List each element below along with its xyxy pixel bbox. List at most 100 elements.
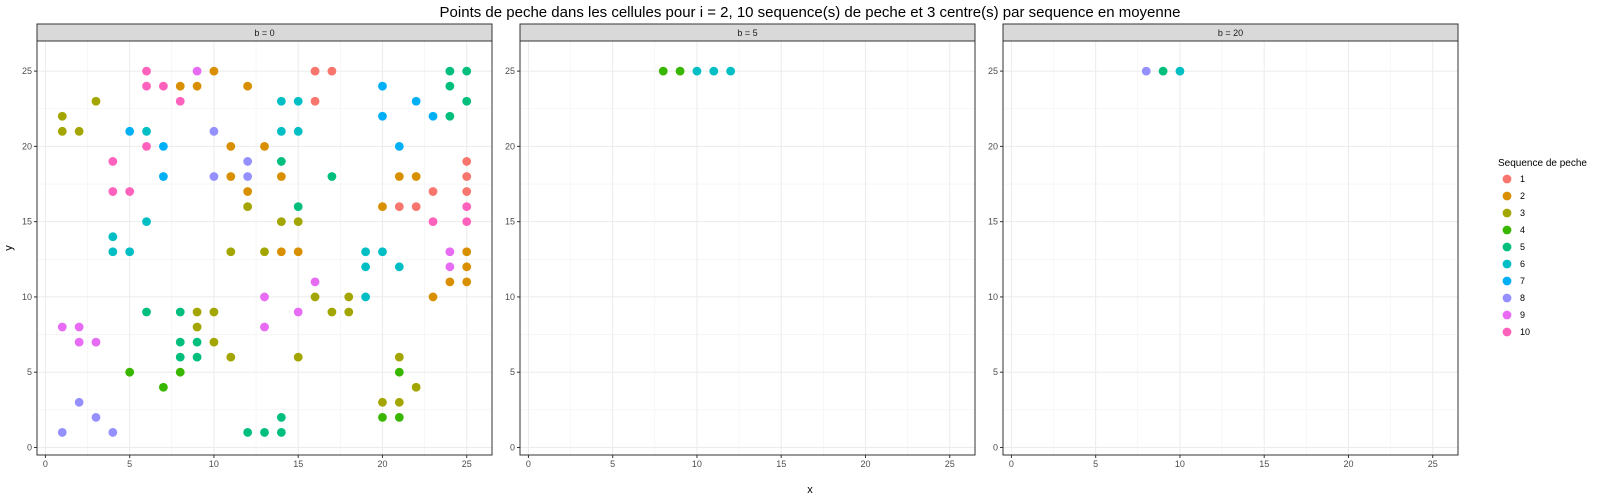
data-point-seq-9: [192, 66, 202, 76]
data-point-seq-5: [142, 307, 151, 317]
data-point-seq-8: [243, 157, 253, 166]
data-point-seq-2: [462, 247, 472, 257]
x-tick-label: 0: [43, 459, 48, 469]
y-tick-label: 15: [988, 217, 998, 227]
data-point-seq-2: [243, 81, 253, 91]
data-point-seq-6: [276, 96, 286, 106]
data-point-seq-8: [209, 172, 219, 181]
data-point-seq-4: [394, 367, 404, 377]
axes: 0 5 10 15 20 25 0 5 10 15 20 25: [988, 66, 1438, 469]
x-tick-label: 25: [945, 459, 955, 469]
data-point-seq-7: [428, 111, 438, 121]
legend-label: 6: [1520, 259, 1525, 269]
y-tick-label: 25: [22, 66, 32, 76]
data-point-seq-8: [243, 172, 253, 181]
data-point-seq-5: [175, 307, 185, 317]
legend-entry-2: 2: [1502, 191, 1525, 201]
facet-panels: b = 0 0 5 10 15 20 25 0 5 10 15 20 25 b = 5 0 5 10 15 20 25…: [22, 23, 1459, 469]
data-point-seq-3: [192, 307, 202, 317]
legend-entry-3: 3: [1502, 208, 1525, 218]
data-point-seq-9: [445, 247, 455, 257]
y-axis-title: y: [3, 245, 15, 251]
facet-panel-1: b = 0 0 5 10 15 20 25 0 5 10 15 20 25: [22, 23, 493, 469]
gridlines: [1003, 41, 1458, 455]
legend-entry-10: 10: [1502, 327, 1530, 337]
y-tick-label: 5: [27, 367, 32, 377]
data-point-seq-10: [142, 66, 151, 76]
data-point-seq-2: [226, 172, 236, 181]
x-tick-label: 5: [1093, 459, 1098, 469]
data-point-seq-3: [209, 337, 219, 347]
panel-border: [36, 40, 493, 456]
data-point-seq-4: [158, 382, 168, 392]
data-point-seq-3: [394, 352, 404, 362]
data-point-seq-9: [57, 322, 67, 332]
data-point-seq-5: [327, 172, 337, 181]
data-point-seq-2: [411, 172, 421, 181]
data-points: [1141, 66, 1185, 76]
data-point-seq-3: [260, 247, 269, 257]
data-point-seq-7: [411, 96, 421, 106]
data-point-seq-6: [108, 247, 118, 257]
data-point-seq-5: [445, 81, 455, 91]
y-tick-label: 5: [510, 367, 515, 377]
data-point-seq-6: [293, 96, 303, 106]
data-point-seq-1: [462, 172, 472, 181]
data-point-seq-6: [142, 126, 151, 136]
x-tick-label: 10: [209, 459, 219, 469]
data-point-seq-6: [709, 66, 719, 76]
data-point-seq-10: [142, 81, 151, 91]
data-point-seq-6: [276, 126, 286, 136]
legend-label: 2: [1520, 191, 1525, 201]
legend-entry-5: 5: [1502, 242, 1525, 252]
legend-entry-4: 4: [1502, 225, 1525, 235]
data-point-seq-3: [57, 126, 67, 136]
data-point-seq-10: [108, 157, 118, 166]
legend-entry-1: 1: [1502, 174, 1525, 184]
data-point-seq-10: [428, 217, 438, 227]
y-tick-label: 10: [988, 292, 998, 302]
data-point-seq-10: [125, 187, 135, 196]
data-point-seq-2: [226, 141, 236, 151]
legend-key: [1502, 259, 1512, 269]
data-point-seq-3: [293, 352, 303, 362]
facet-panel-3: b = 20 0 5 10 15 20 25 0 5 10 15 20 25: [988, 23, 1459, 469]
data-points: [57, 66, 472, 437]
chart-title: Points de peche dans les cellules pour i…: [440, 4, 1181, 21]
data-point-seq-6: [293, 126, 303, 136]
data-point-seq-5: [462, 96, 472, 106]
data-point-seq-7: [125, 126, 135, 136]
y-tick-label: 25: [988, 66, 998, 76]
axes: 0 5 10 15 20 25 0 5 10 15 20 25: [505, 66, 955, 469]
x-tick-label: 15: [293, 459, 303, 469]
legend-label: 3: [1520, 208, 1525, 218]
data-point-seq-9: [91, 337, 101, 347]
data-point-seq-6: [361, 247, 371, 257]
legend-title: Sequence de peche: [1498, 158, 1587, 169]
y-tick-label: 25: [505, 66, 515, 76]
data-point-seq-1: [327, 66, 337, 76]
data-point-seq-5: [276, 428, 286, 437]
data-point-seq-3: [293, 217, 303, 227]
data-point-seq-6: [726, 66, 736, 76]
data-point-seq-2: [394, 172, 404, 181]
data-point-seq-3: [243, 202, 253, 212]
data-point-seq-3: [344, 292, 354, 302]
data-point-seq-4: [658, 66, 668, 76]
y-tick-label: 0: [993, 442, 998, 452]
data-point-seq-10: [158, 81, 168, 91]
panel-background: [520, 41, 975, 455]
data-point-seq-5: [462, 66, 472, 76]
legend-label: 8: [1520, 293, 1525, 303]
data-point-seq-2: [462, 262, 472, 272]
data-point-seq-8: [1141, 66, 1151, 76]
data-point-seq-4: [394, 412, 404, 422]
y-tick-label: 10: [22, 292, 32, 302]
data-point-seq-3: [91, 96, 101, 106]
data-point-seq-5: [1158, 66, 1168, 76]
data-point-seq-1: [310, 96, 320, 106]
data-point-seq-9: [260, 292, 269, 302]
data-point-seq-3: [327, 307, 337, 317]
data-point-seq-6: [378, 247, 387, 257]
data-point-seq-1: [394, 202, 404, 212]
